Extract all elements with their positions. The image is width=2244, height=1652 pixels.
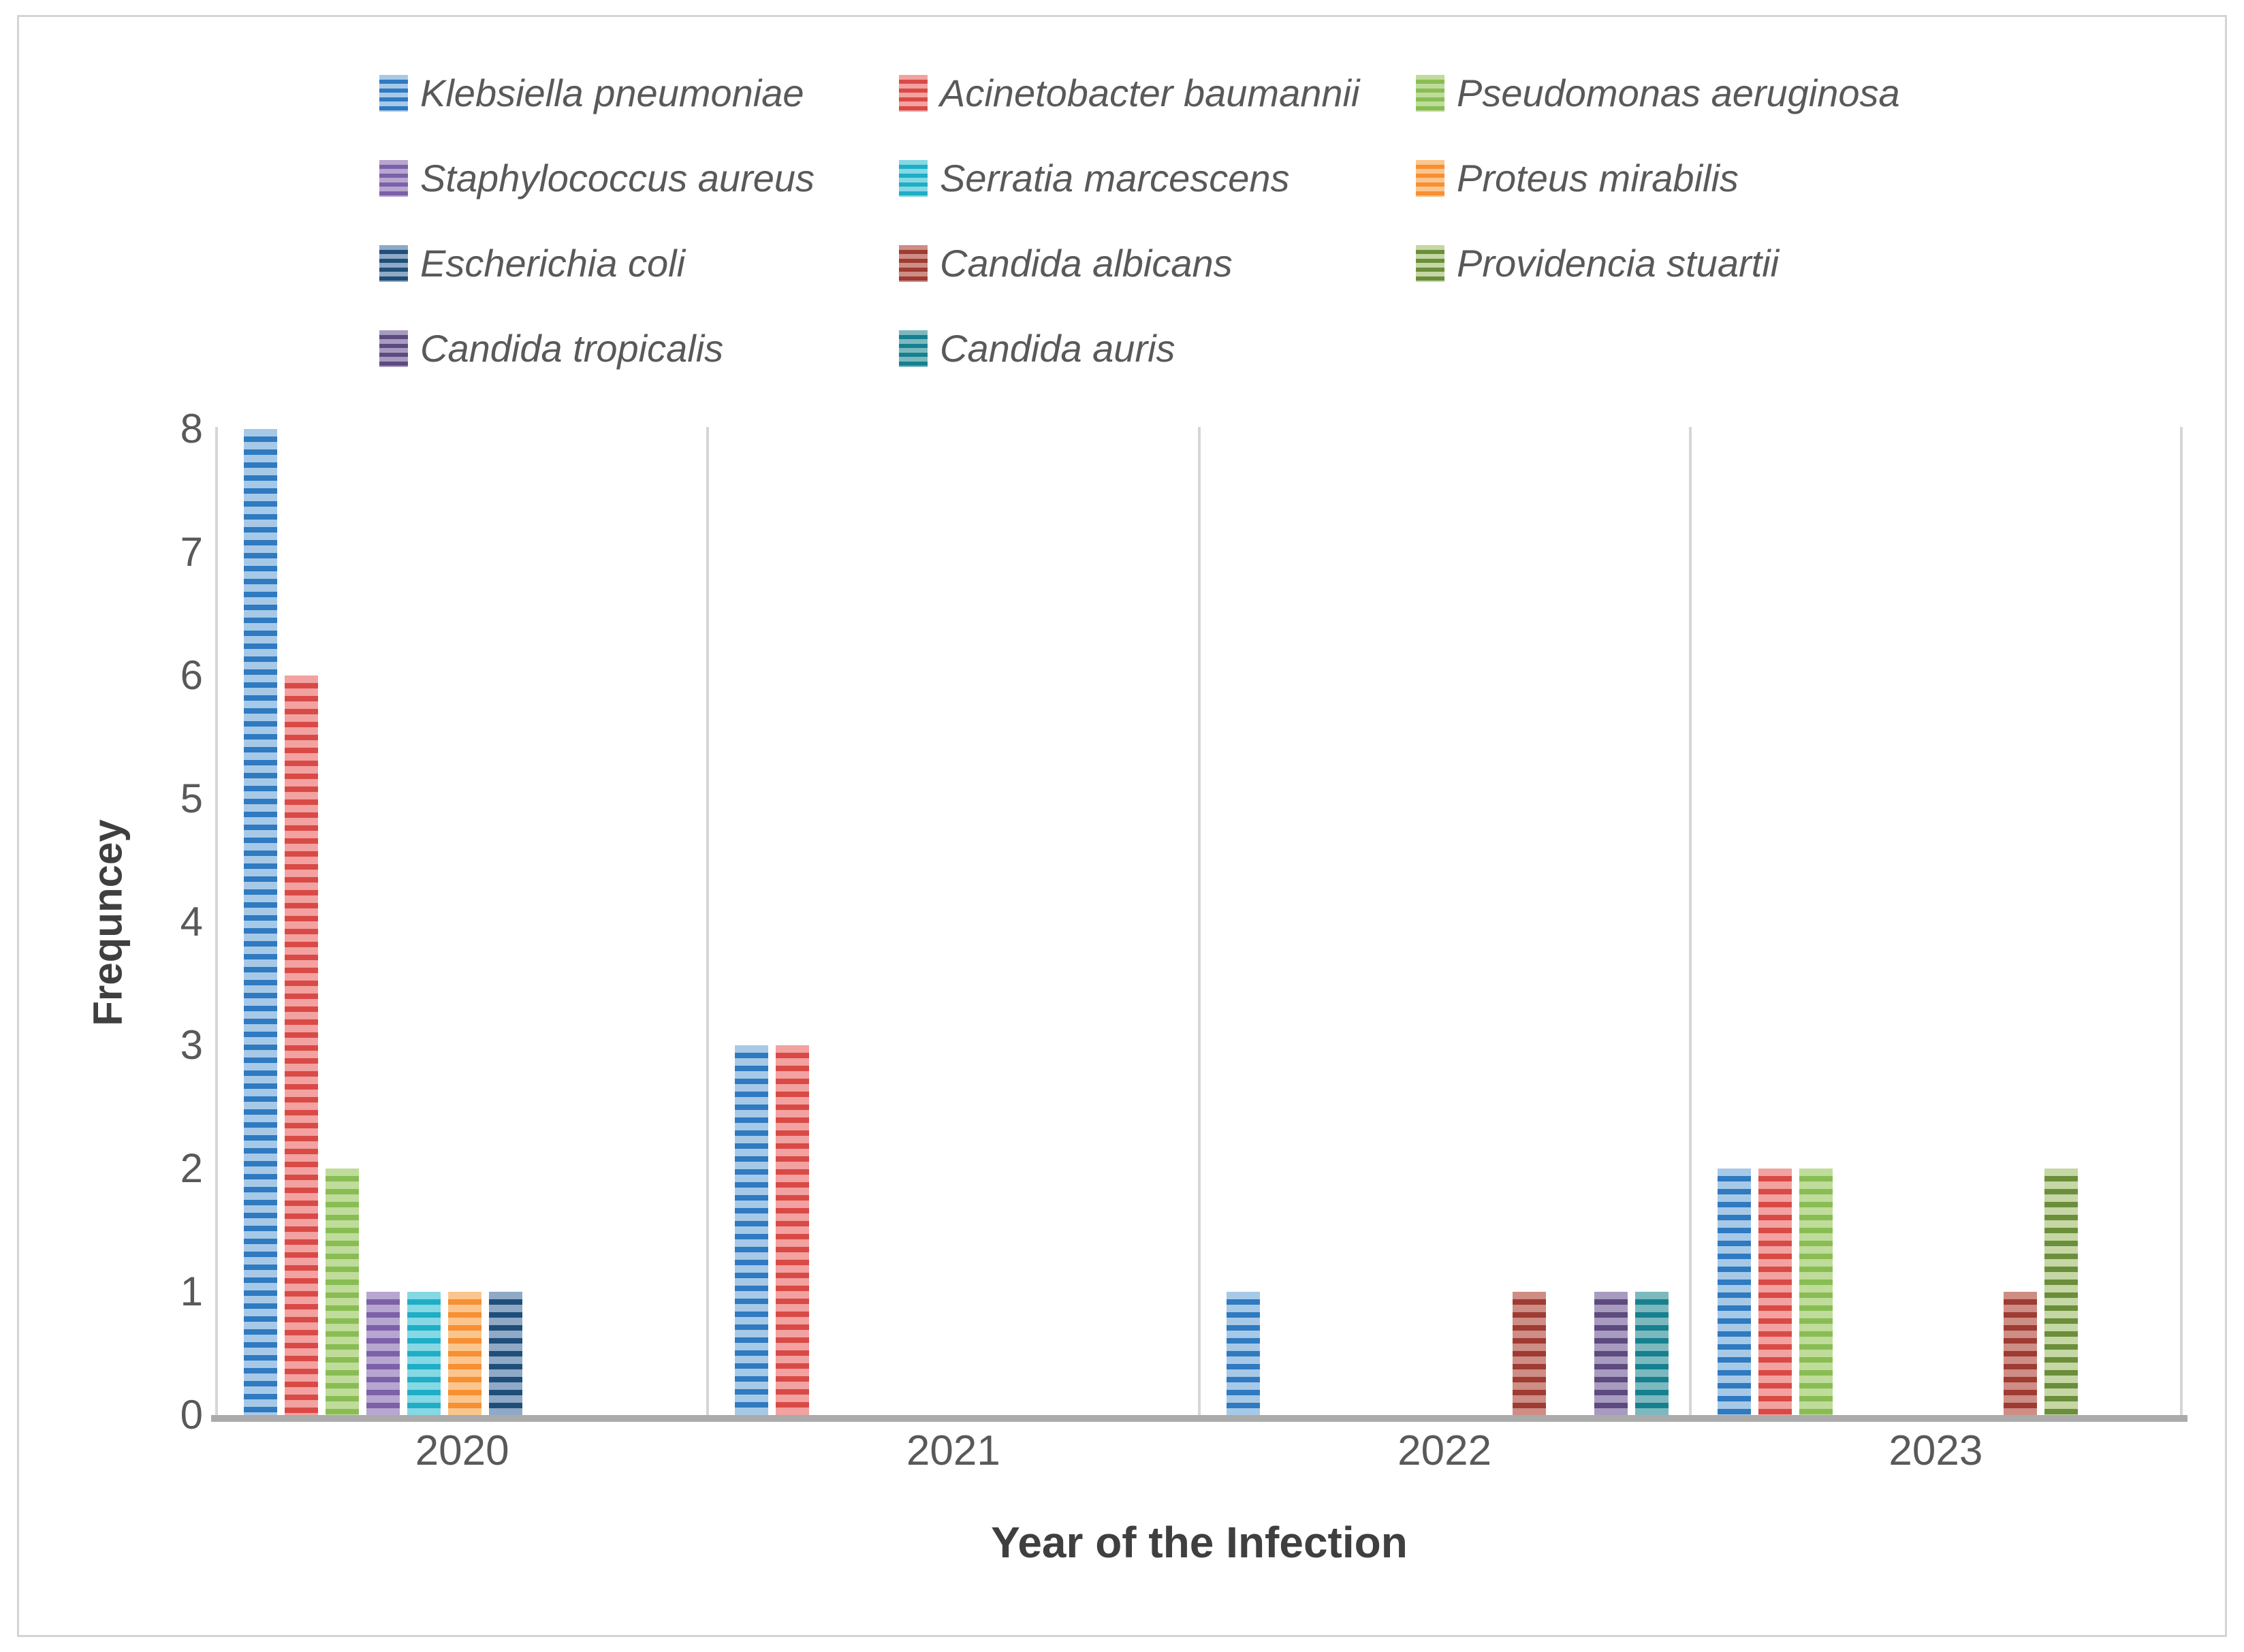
bar-klebsiella-pneumoniae-2020 xyxy=(244,429,277,1415)
x-tick-label-2020: 2020 xyxy=(415,1427,509,1474)
bar-candida-auris-2022 xyxy=(1634,1292,1669,1415)
bar-acinetobacter-baumannii-2020 xyxy=(285,676,318,1415)
legend-label: Serratia marcescens xyxy=(940,157,1290,200)
category-separator-line xyxy=(2180,427,2183,1415)
x-tick-label-2023: 2023 xyxy=(1889,1427,1983,1474)
y-tick-label-1: 1 xyxy=(180,1269,203,1314)
legend-label: Candida auris xyxy=(940,327,1175,370)
bar-klebsiella-pneumoniae-2021 xyxy=(735,1045,769,1415)
bar-candida-albicans-2022 xyxy=(1512,1292,1546,1415)
bar-candida-tropicalis-2022 xyxy=(1594,1292,1628,1415)
legend-swatch-providencia-stuartii xyxy=(1416,245,1444,282)
category-separator-line xyxy=(706,427,710,1415)
legend-label: Pseudomonas aeruginosa xyxy=(1457,72,1900,114)
x-axis-baseline xyxy=(211,1415,2187,1422)
legend-label: Candida albicans xyxy=(940,242,1233,285)
y-tick-label-3: 3 xyxy=(180,1022,203,1068)
category-separator-line xyxy=(1688,427,1692,1415)
chart-outer-border xyxy=(17,15,2227,1637)
legend-item-providencia-stuartii: Providencia stuartii xyxy=(1416,242,2027,285)
legend-swatch-candida-albicans xyxy=(899,245,928,282)
y-tick-label-2: 2 xyxy=(180,1145,203,1191)
legend-swatch-candida-tropicalis xyxy=(379,330,408,367)
legend-item-proteus-mirabilis: Proteus mirabilis xyxy=(1416,157,2027,200)
bar-pseudomonas-aeruginosa-2023 xyxy=(1799,1169,1833,1415)
legend-swatch-proteus-mirabilis xyxy=(1416,160,1444,197)
legend-item-acinetobacter-baumannii: Acinetobacter baumannii xyxy=(899,72,1416,114)
x-tick-label-2021: 2021 xyxy=(906,1427,1000,1474)
legend-swatch-serratia-marcescens xyxy=(899,160,928,197)
legend-swatch-staphylococcus-aureus xyxy=(379,160,408,197)
bar-serratia-marcescens-2020 xyxy=(407,1292,441,1415)
y-tick-label-0: 0 xyxy=(180,1392,203,1437)
legend-item-pseudomonas-aeruginosa: Pseudomonas aeruginosa xyxy=(1416,72,2027,114)
y-tick-label-4: 4 xyxy=(180,899,203,944)
legend-item-klebsiella-pneumoniae: Klebsiella pneumoniae xyxy=(379,72,899,114)
bar-escherichia-coli-2020 xyxy=(489,1292,522,1415)
legend-swatch-escherichia-coli xyxy=(379,245,408,282)
chart-legend: Klebsiella pneumoniae Acinetobacter bauma… xyxy=(379,72,2027,370)
y-tick-label-6: 6 xyxy=(180,652,203,698)
legend-label: Staphylococcus aureus xyxy=(420,157,815,200)
bar-candida-albicans-2023 xyxy=(2003,1292,2037,1415)
x-axis-title: Year of the Infection xyxy=(991,1518,1408,1567)
legend-label: Klebsiella pneumoniae xyxy=(420,72,804,114)
legend-label: Acinetobacter baumannii xyxy=(940,72,1360,114)
y-tick-label-7: 7 xyxy=(180,529,203,575)
bar-acinetobacter-baumannii-2023 xyxy=(1758,1169,1792,1415)
legend-label: Candida tropicalis xyxy=(420,327,724,370)
x-tick-label-2022: 2022 xyxy=(1397,1427,1492,1474)
category-separator-line xyxy=(1197,427,1201,1415)
bar-pseudomonas-aeruginosa-2020 xyxy=(326,1169,359,1415)
y-tick-label-5: 5 xyxy=(180,776,203,821)
legend-item-candida-albicans: Candida albicans xyxy=(899,242,1416,285)
legend-item-staphylococcus-aureus: Staphylococcus aureus xyxy=(379,157,899,200)
bar-staphylococcus-aureus-2020 xyxy=(366,1292,400,1415)
legend-item-serratia-marcescens: Serratia marcescens xyxy=(899,157,1416,200)
legend-item-escherichia-coli: Escherichia coli xyxy=(379,242,899,285)
legend-label: Providencia stuartii xyxy=(1457,242,1780,285)
legend-swatch-acinetobacter-baumannii xyxy=(899,75,928,112)
bar-klebsiella-pneumoniae-2023 xyxy=(1717,1169,1751,1415)
legend-item-candida-auris: Candida auris xyxy=(899,327,1416,370)
bar-providencia-stuartii-2023 xyxy=(2044,1169,2078,1415)
legend-swatch-pseudomonas-aeruginosa xyxy=(1416,75,1444,112)
legend-label: Escherichia coli xyxy=(420,242,686,285)
bar-acinetobacter-baumannii-2021 xyxy=(776,1045,810,1415)
legend-swatch-candida-auris xyxy=(899,330,928,367)
y-tick-label-8: 8 xyxy=(180,406,203,451)
y-axis-title: Frequncey xyxy=(84,819,131,1026)
bar-proteus-mirabilis-2020 xyxy=(448,1292,481,1415)
legend-item-candida-tropicalis: Candida tropicalis xyxy=(379,327,899,370)
bar-klebsiella-pneumoniae-2022 xyxy=(1226,1292,1260,1415)
legend-swatch-klebsiella-pneumoniae xyxy=(379,75,408,112)
y-axis-line xyxy=(215,427,218,1415)
legend-label: Proteus mirabilis xyxy=(1457,157,1739,200)
